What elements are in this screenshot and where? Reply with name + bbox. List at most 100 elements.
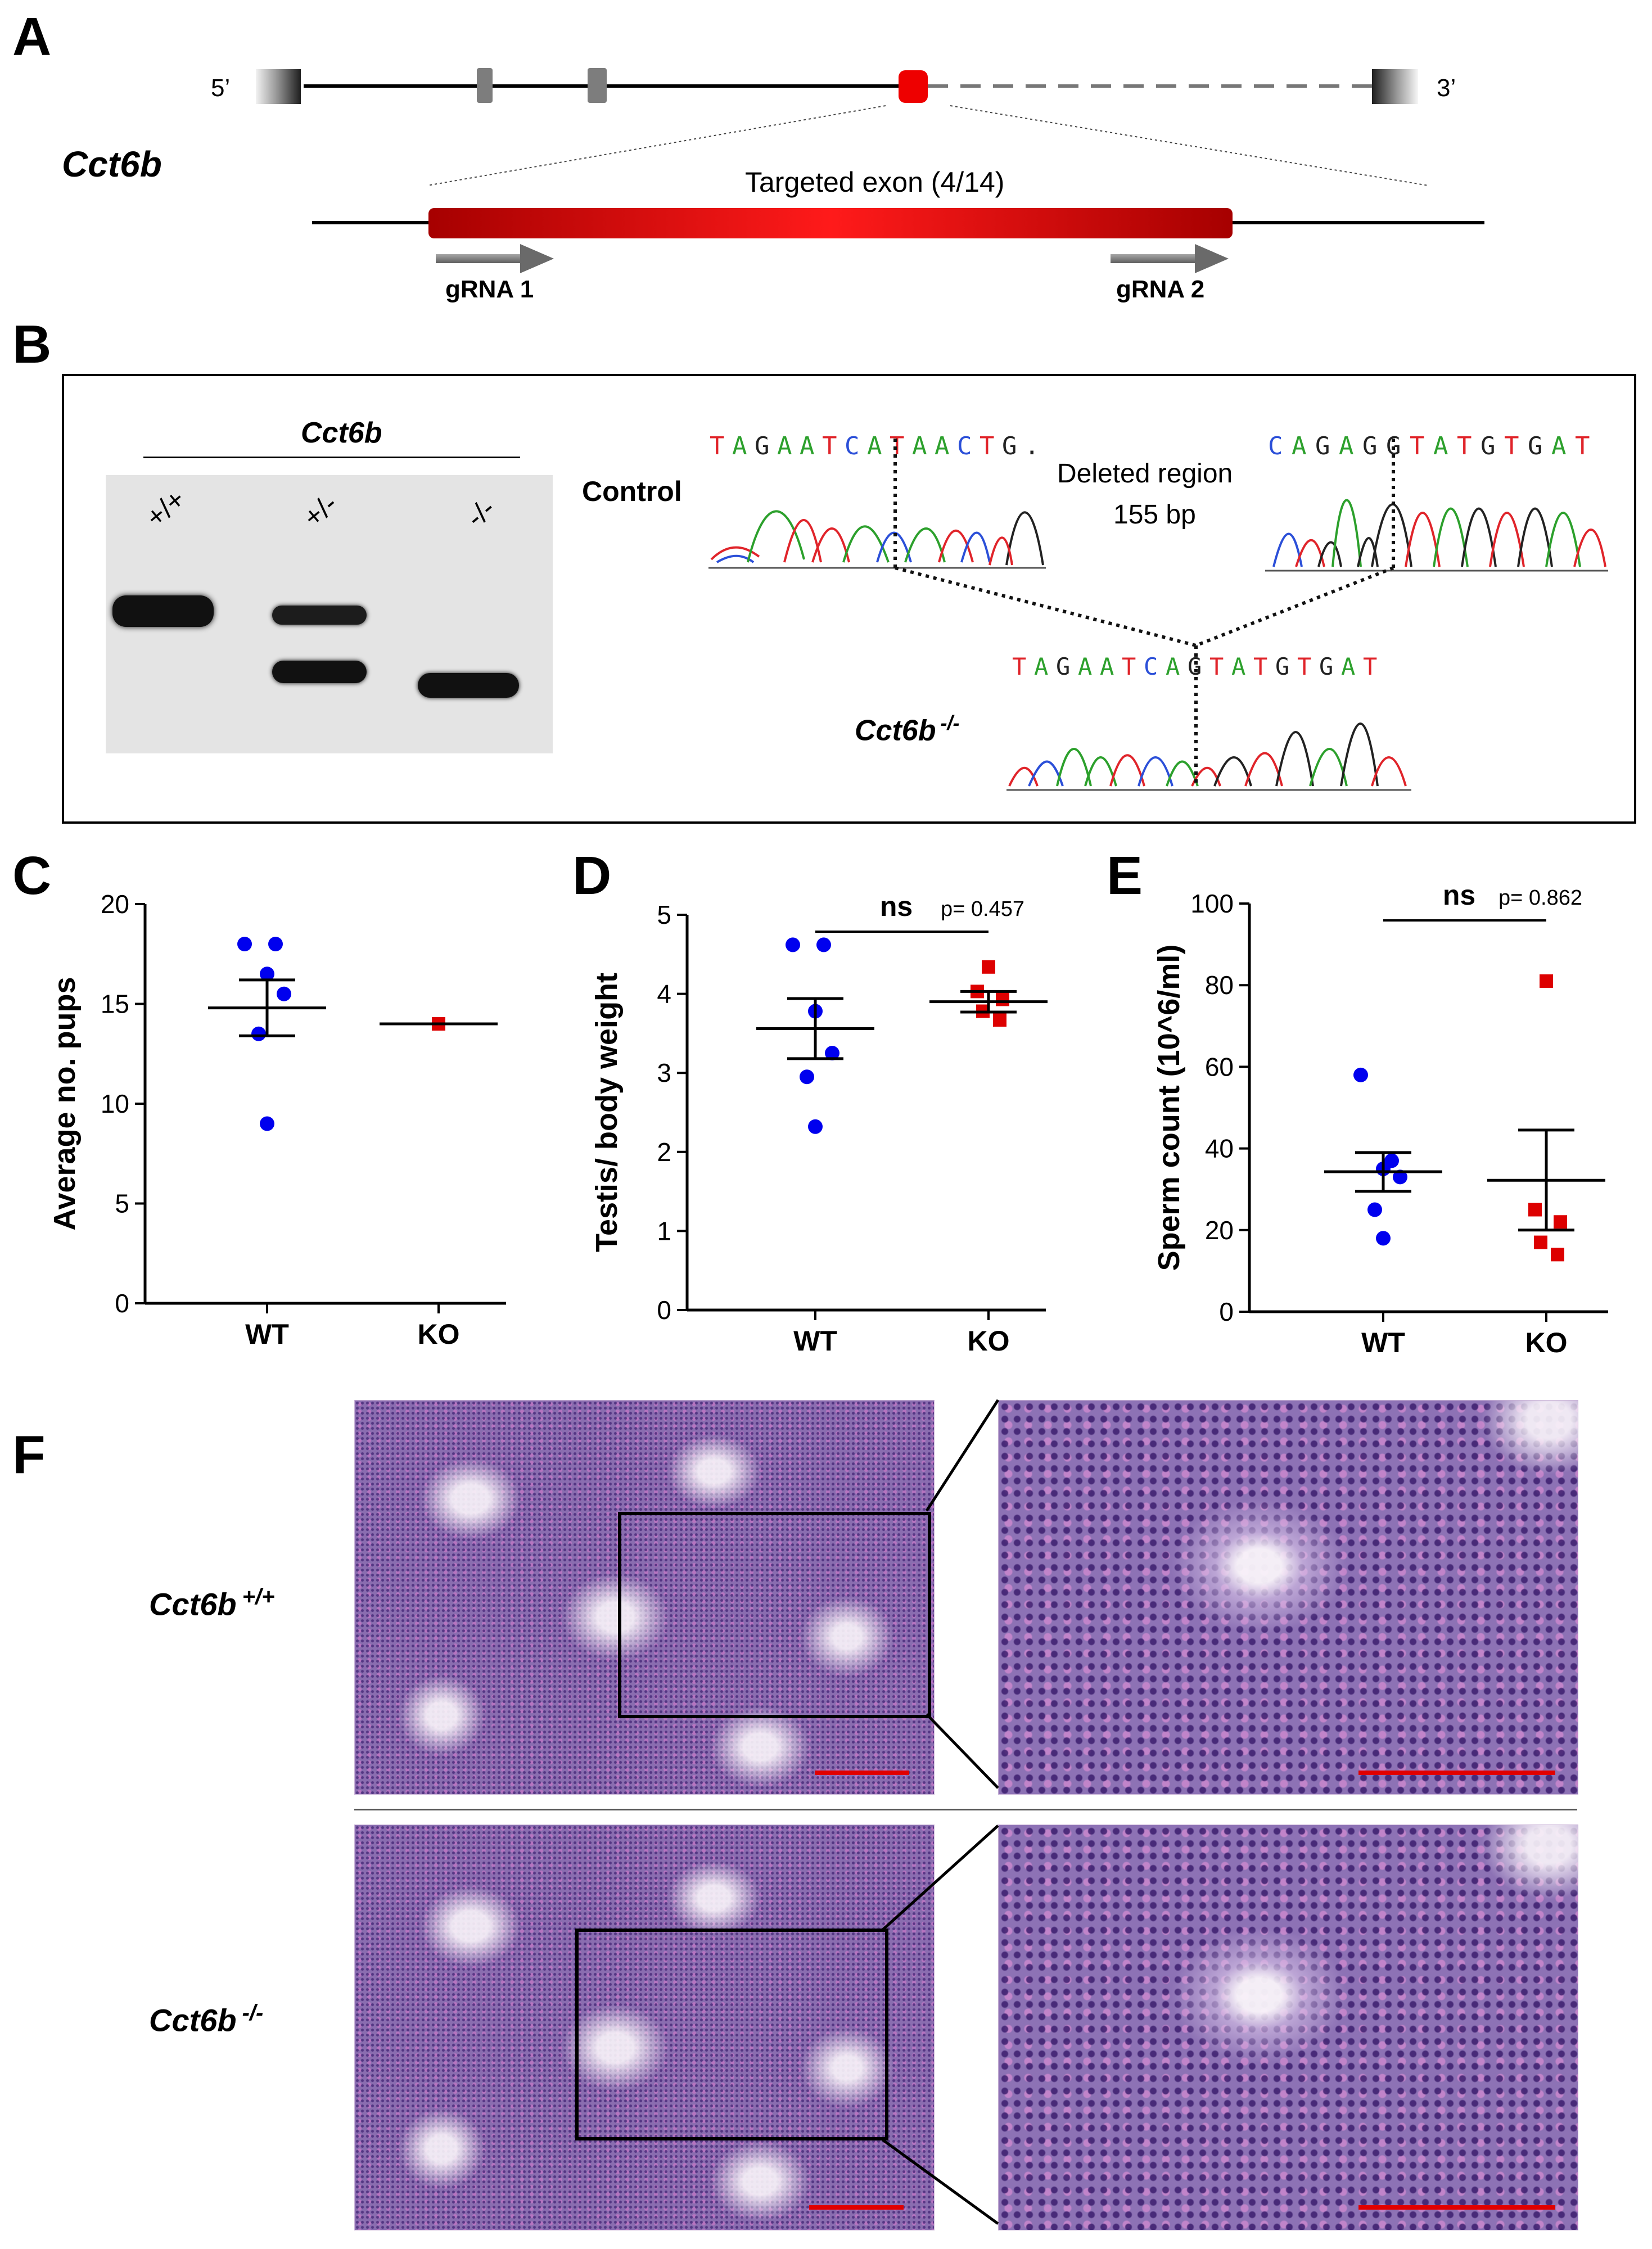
deletion-junction-lines [893, 439, 1395, 787]
ko-base: T [1363, 653, 1377, 680]
y-tick-label: 15 [101, 990, 129, 1019]
ko-base: T [1122, 653, 1136, 680]
data-point-wt [237, 937, 252, 951]
control-left-base: G [755, 432, 770, 460]
y-tick-label: 80 [1205, 970, 1234, 1000]
data-point-wt [800, 1069, 814, 1085]
control-left-base: A [777, 432, 792, 460]
deleted-region-size: 155 bp [1113, 500, 1196, 530]
scale-bar-wt-overview [815, 1771, 909, 1775]
control-left-base: A [912, 432, 927, 460]
ko-base: A [1100, 653, 1114, 680]
grna1-arrow [436, 244, 554, 273]
control-left-base: A [732, 432, 747, 460]
p-value-label: p= 0.862 [1498, 886, 1582, 910]
y-tick-label: 20 [1205, 1216, 1234, 1245]
control-left-base: A [800, 432, 815, 460]
x-category-label: KO [1525, 1327, 1568, 1358]
data-point-ko [1554, 1215, 1567, 1229]
gel-band-wt [112, 595, 214, 627]
gel-band-het-upper [272, 606, 367, 625]
data-point-ko [1551, 1248, 1564, 1262]
five-utr-exon [256, 69, 301, 104]
control-right-base: C [1268, 432, 1283, 460]
data-point-wt [268, 937, 283, 951]
gel-title-underline [143, 457, 520, 458]
y-tick-label: 20 [101, 889, 129, 919]
control-left-base: A [867, 432, 882, 460]
y-tick-label: 60 [1205, 1052, 1234, 1081]
row2-genotype-label: Cct6b -/- [149, 2000, 264, 2038]
y-axis-label: Sperm count (10^6/ml) [1152, 945, 1186, 1271]
data-point-wt [816, 937, 831, 952]
control-right-base: T [1410, 432, 1425, 460]
chart-sperm-count: 0 20 40 60 80 100 WT KO Sperm count (10^6/ml) ns p… [1152, 879, 1608, 1358]
scale-bar-ko-zoom [1358, 2205, 1555, 2210]
ko-base: A [1034, 653, 1048, 680]
x-category-label: KO [418, 1318, 460, 1350]
y-axis-label: Testis/ body weight [590, 973, 624, 1252]
control-left-base: G [1002, 432, 1017, 460]
control-right-base: G [1362, 432, 1378, 460]
control-right-base: G [1315, 432, 1330, 460]
row-separator [354, 1809, 1577, 1810]
control-left-base: T [980, 432, 995, 460]
data-point-wt [1376, 1231, 1391, 1246]
panel-c-letter: C [12, 846, 52, 906]
y-tick-label: 5 [115, 1189, 129, 1218]
ko-seq-label: Cct6b -/- [855, 711, 960, 747]
data-point-ko [1528, 1203, 1542, 1217]
agarose-gel [106, 475, 553, 753]
x-category-label: WT [245, 1318, 289, 1350]
targeted-exon-zoom [428, 208, 1233, 238]
y-tick-label: 1 [657, 1216, 671, 1245]
ko-base: G [1056, 653, 1070, 680]
grna2-arrow [1111, 244, 1229, 273]
control-left-base: C [957, 432, 972, 460]
chromatogram-control-right [1265, 499, 1608, 572]
data-point-wt [277, 986, 291, 1001]
control-right-base: G [1528, 432, 1543, 460]
data-point-wt [1367, 1202, 1382, 1217]
significance-label: ns [1443, 879, 1475, 911]
scale-bar-wt-zoom [1358, 1771, 1555, 1775]
chromatogram-ko [1006, 722, 1411, 791]
y-tick-label: 40 [1205, 1134, 1234, 1163]
control-right-base: A [1433, 432, 1448, 460]
data-point-wt [260, 967, 274, 982]
chart-testis-weight: 0 1 2 3 4 5 WT KO Testis/ body weight ns p= 0.457 [590, 891, 1048, 1357]
row1-genotype-label: Cct6b +/+ [149, 1584, 275, 1622]
control-right-base: G [1481, 432, 1496, 460]
ko-base: G [1188, 653, 1202, 680]
grna2-label: gRNA 2 [1116, 276, 1205, 303]
data-point-ko [1534, 1235, 1547, 1249]
control-left-base: T [710, 432, 725, 460]
ko-base: A [1231, 653, 1245, 680]
gel-band-ko [418, 673, 519, 698]
ko-base: G [1275, 653, 1289, 680]
control-right-base: A [1292, 432, 1307, 460]
histology-ko-zoom [998, 1825, 1578, 2230]
ko-base: T [1253, 653, 1267, 680]
y-tick-label: 0 [657, 1295, 671, 1325]
data-point-ko [996, 992, 1009, 1006]
control-right-base: A [1339, 432, 1354, 460]
control-right-base: T [1457, 432, 1472, 460]
y-axis-label: Average no. pups [48, 977, 82, 1230]
significance-label: ns [880, 891, 913, 922]
ko-base: T [1209, 653, 1224, 680]
scatter-charts: 0 5 10 15 20 WT KO Average no. pups 0 1 2 3 4 5 WT KO T… [48, 879, 1608, 1358]
exon-2 [477, 68, 493, 103]
control-left-base: . [1024, 432, 1040, 460]
grna1-label: gRNA 1 [445, 276, 534, 303]
y-tick-label: 10 [101, 1089, 129, 1118]
panel-a-gene-label: Cct6b [62, 144, 162, 184]
y-tick-label: 0 [115, 1289, 129, 1318]
data-point-wt [808, 1119, 823, 1134]
deleted-region-label: Deleted region [1057, 459, 1233, 489]
chart-average-pups: 0 5 10 15 20 WT KO Average no. pups [48, 889, 506, 1350]
scale-bar-ko-overview [809, 2205, 904, 2210]
